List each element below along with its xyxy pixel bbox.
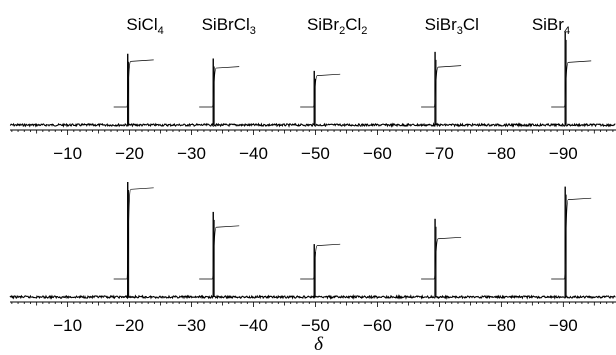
integral-curve — [421, 65, 462, 108]
integral-curve — [300, 243, 341, 280]
integral-curve — [551, 60, 592, 108]
tick-label: −80 — [487, 144, 516, 163]
tick-label: −30 — [177, 316, 206, 335]
tick-label: −90 — [549, 144, 578, 163]
integral-curve — [551, 197, 592, 280]
peak-label: SiBr4 — [532, 15, 570, 37]
tick-label: −70 — [425, 144, 454, 163]
tick-label: −20 — [115, 144, 144, 163]
tick-label: −20 — [115, 316, 144, 335]
integral-curve — [199, 66, 240, 108]
spectrum-baseline — [9, 122, 616, 128]
peak-label: SiBrCl3 — [202, 15, 256, 37]
peak-label: SiBr2Cl2 — [307, 15, 367, 37]
peak-label: SiBr3Cl — [425, 15, 479, 37]
tick-label: −10 — [53, 144, 82, 163]
tick-label: −40 — [239, 144, 268, 163]
integral-curve — [113, 59, 154, 108]
integral-curve — [300, 73, 341, 108]
tick-label: −80 — [487, 316, 516, 335]
tick-label: −30 — [177, 144, 206, 163]
top-spectrum-panel: −10 −20 −30 −40 −50 −60 −70 −80 −90 SiCl4 SiBrCl3 S… — [9, 15, 616, 163]
x-axis-label: δ — [314, 334, 324, 355]
tick-label: −10 — [53, 316, 82, 335]
peak-label: SiCl4 — [126, 15, 163, 37]
tick-label: −60 — [363, 316, 392, 335]
integral-curve — [421, 236, 462, 280]
tick-label: −60 — [363, 144, 392, 163]
integral-curve — [113, 187, 154, 280]
tick-label: −50 — [301, 316, 330, 335]
tick-label: −90 — [549, 316, 578, 335]
integral-curve — [199, 225, 240, 280]
tick-label: −40 — [239, 316, 268, 335]
spectrum-baseline — [9, 294, 616, 300]
tick-label: −70 — [425, 316, 454, 335]
bottom-spectrum-panel: −10 −20 −30 −40 −50 −60 −70 −80 −90 δ — [9, 182, 616, 355]
tick-label: −50 — [301, 144, 330, 163]
